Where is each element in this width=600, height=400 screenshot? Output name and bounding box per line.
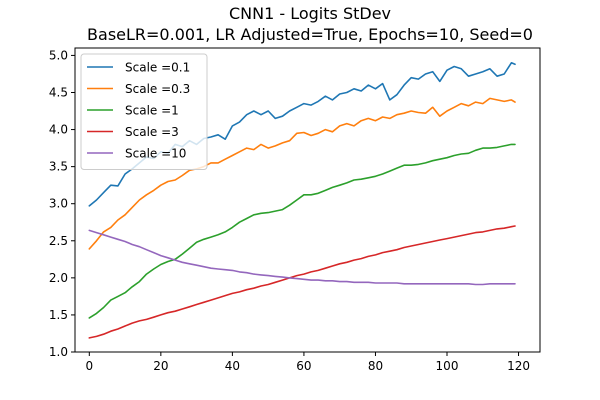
legend-box bbox=[80, 53, 208, 170]
x-tick-label: 100 bbox=[436, 359, 459, 373]
legend-label: Scale =10 bbox=[125, 147, 186, 161]
y-tick-label: 5.0 bbox=[49, 48, 68, 62]
series-line-5 bbox=[88, 229, 516, 286]
legend-label: Scale =1 bbox=[125, 104, 179, 118]
y-tick-label: 4.0 bbox=[49, 123, 68, 137]
y-tick-label: 3.5 bbox=[49, 160, 68, 174]
chart-title: CNN1 - Logits StDev bbox=[229, 4, 391, 23]
x-axis: 0 20 40 60 80 100 120 bbox=[85, 352, 530, 373]
legend-label: Scale =0.3 bbox=[125, 82, 190, 96]
series-line-2 bbox=[88, 97, 516, 250]
x-tick-label: 60 bbox=[296, 359, 311, 373]
x-tick-label: 120 bbox=[507, 359, 530, 373]
series-line-4 bbox=[88, 225, 516, 339]
x-tick-label: 40 bbox=[225, 359, 240, 373]
legend: Scale =0.1 Scale =0.3 Scale =1 Scale =3 Scal… bbox=[80, 53, 208, 170]
y-tick-label: 1.0 bbox=[49, 345, 68, 359]
x-tick-label: 0 bbox=[85, 359, 93, 373]
plot-area-frame bbox=[74, 47, 541, 353]
y-tick-label: 2.5 bbox=[49, 234, 68, 248]
chart-subtitle: BaseLR=0.001, LR Adjusted=True, Epochs=1… bbox=[87, 25, 533, 44]
y-tick-label: 2.0 bbox=[49, 271, 68, 285]
y-axis: 1.0 1.5 2.0 2.5 3.0 3.5 4.0 4.5 5.0 bbox=[49, 48, 75, 359]
y-tick-label: 4.5 bbox=[49, 85, 68, 99]
series-line-3 bbox=[88, 143, 516, 319]
x-tick-label: 20 bbox=[153, 359, 168, 373]
y-tick-label: 1.5 bbox=[49, 308, 68, 322]
legend-label: Scale =3 bbox=[125, 125, 179, 139]
y-tick-label: 3.0 bbox=[49, 197, 68, 211]
x-tick-label: 80 bbox=[368, 359, 383, 373]
legend-label: Scale =0.1 bbox=[125, 61, 190, 75]
